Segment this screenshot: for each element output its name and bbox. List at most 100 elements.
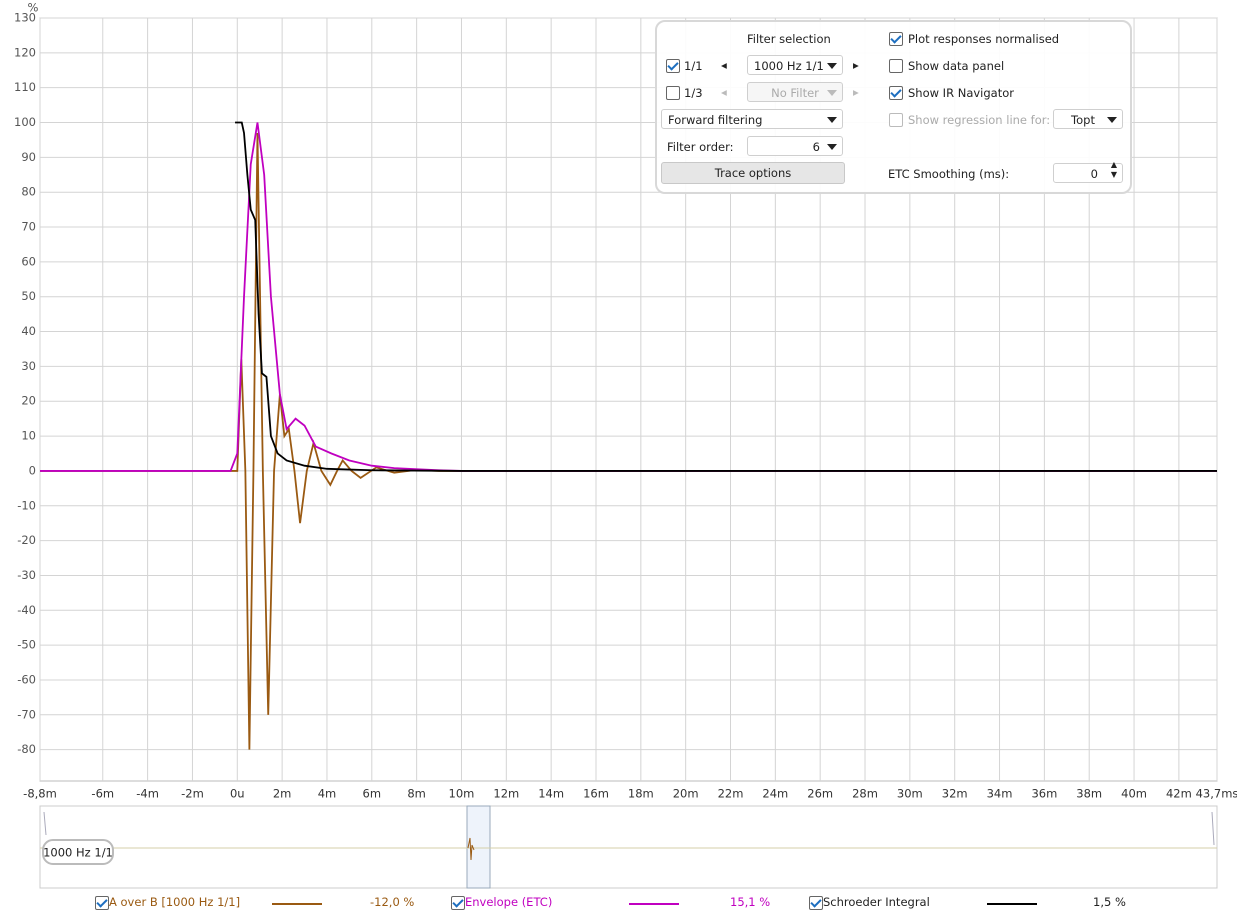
x-tick-label: 12m <box>493 787 519 801</box>
y-tick-label: -20 <box>17 533 36 547</box>
legend-readout: -12,0 % <box>370 895 415 909</box>
y-tick-label: -40 <box>17 603 36 617</box>
x-tick-label: 30m <box>897 787 923 801</box>
x-tick-label: 43,7ms <box>1196 787 1237 801</box>
y-tick-label: -60 <box>17 672 36 686</box>
y-tick-label: 60 <box>21 254 36 268</box>
legend-readout: 15,1 % <box>730 895 771 909</box>
x-tick-label: -2m <box>181 787 204 801</box>
x-tick-label: 16m <box>583 787 609 801</box>
x-tick-label: 32m <box>942 787 968 801</box>
y-tick-label: 120 <box>14 45 36 59</box>
y-tick-label: 100 <box>14 115 36 129</box>
dropdown-value: 6 <box>812 140 820 154</box>
button-label: Trace options <box>714 166 792 180</box>
x-tick-label: 36m <box>1031 787 1057 801</box>
dropdown[interactable]: Forward filtering <box>661 109 843 129</box>
checkbox-label: Show data panel <box>908 59 1005 73</box>
y-tick-label: -80 <box>17 742 36 756</box>
dropdown[interactable]: Topt <box>1053 109 1123 129</box>
navigator-edge <box>43 811 1215 846</box>
y-tick-label: 40 <box>21 324 36 338</box>
navigator-spike <box>467 837 475 861</box>
x-tick-label: 42m <box>1166 787 1192 801</box>
x-tick-label: 0u <box>230 787 245 801</box>
prev-arrow[interactable]: ◂ <box>721 58 727 72</box>
options-panel: Filter selection 1/1 ◂ 1000 Hz 1/1 ▸ 1/3… <box>655 20 1132 194</box>
x-tick-label: 22m <box>718 787 744 801</box>
x-tick-label: -4m <box>136 787 159 801</box>
legend-checkbox[interactable] <box>451 896 465 910</box>
checkbox-label: Plot responses normalised <box>908 32 1060 46</box>
y-tick-label: 0 <box>29 463 36 477</box>
x-tick-label: 10m <box>449 787 475 801</box>
x-tick-label: 24m <box>762 787 788 801</box>
legend-swatch <box>629 903 679 905</box>
x-tick-label: -8,8m <box>23 787 57 801</box>
x-tick-label: 6m <box>363 787 382 801</box>
navigator-label: 1000 Hz 1/1 <box>43 846 113 860</box>
dropdown-value: 1000 Hz 1/1 <box>754 59 824 73</box>
x-tick-label: 8m <box>407 787 426 801</box>
checkbox[interactable] <box>666 59 680 73</box>
spinbox[interactable]: 0 ▲ ▼ <box>1053 160 1123 183</box>
prev-arrow: ◂ <box>721 85 727 99</box>
x-tick-label: 28m <box>852 787 878 801</box>
y-tick-label: 30 <box>21 359 36 373</box>
y-tick-label: 70 <box>21 220 36 234</box>
checkbox[interactable] <box>666 86 680 100</box>
checkbox-label: Show IR Navigator <box>908 86 1014 100</box>
series-line <box>40 132 1217 750</box>
navigator-box <box>39 805 1218 889</box>
x-tick-label: -6m <box>91 787 114 801</box>
legend-checkbox[interactable] <box>809 896 823 910</box>
checkbox[interactable] <box>889 32 903 46</box>
checkbox-label: 1/3 <box>684 86 703 100</box>
y-tick-label: 130 <box>14 11 36 25</box>
series-line <box>235 121 1217 472</box>
x-tick-label: 18m <box>628 787 654 801</box>
checkbox-label: Show regression line for: <box>908 113 1051 127</box>
checkbox <box>889 113 903 127</box>
x-tick-label: 40m <box>1121 787 1147 801</box>
dropdown-value: Forward filtering <box>668 113 763 127</box>
legend-label: Schroeder Integral <box>823 895 930 909</box>
next-arrow[interactable]: ▸ <box>853 58 859 72</box>
next-arrow: ▸ <box>853 85 859 99</box>
legend-checkbox[interactable] <box>95 896 109 910</box>
legend-swatch <box>987 903 1037 905</box>
checkbox[interactable] <box>889 59 903 73</box>
y-tick-label: 20 <box>21 394 36 408</box>
trace-options-button[interactable]: Trace options <box>661 162 845 184</box>
y-tick-label: -70 <box>17 707 36 721</box>
x-tick-label: 38m <box>1076 787 1102 801</box>
x-tick-label: 2m <box>273 787 292 801</box>
field-label: Filter order: <box>667 140 734 154</box>
x-tick-label: 4m <box>318 787 337 801</box>
dropdown-value: Topt <box>1071 113 1095 127</box>
dropdown-value: No Filter <box>771 86 819 100</box>
series-line <box>40 122 1217 472</box>
y-tick-label: 110 <box>14 80 36 94</box>
dropdown[interactable]: 6 <box>747 136 843 156</box>
navigator-label-box <box>42 839 114 865</box>
navigator: 1000 Hz 1/1 <box>39 805 1218 889</box>
legend-swatch <box>272 903 322 905</box>
checkbox[interactable] <box>889 86 903 100</box>
panel-title: Filter selection <box>747 32 831 46</box>
y-tick-label: -50 <box>17 638 36 652</box>
dropdown[interactable]: 1000 Hz 1/1 <box>747 55 843 75</box>
spinbox-value: 0 <box>1090 167 1098 181</box>
y-tick-label: 80 <box>21 185 36 199</box>
legend-label: Envelope (ETC) <box>465 895 553 909</box>
navigator-window[interactable] <box>466 805 491 889</box>
legend-readout: 1,5 % <box>1093 895 1126 909</box>
dropdown: No Filter <box>747 82 843 102</box>
x-tick-label: 34m <box>987 787 1013 801</box>
y-tick-label: -10 <box>17 498 36 512</box>
y-unit: % <box>28 1 39 15</box>
y-tick-label: 10 <box>21 429 36 443</box>
x-tick-label: 14m <box>538 787 564 801</box>
x-tick-label: 20m <box>673 787 699 801</box>
